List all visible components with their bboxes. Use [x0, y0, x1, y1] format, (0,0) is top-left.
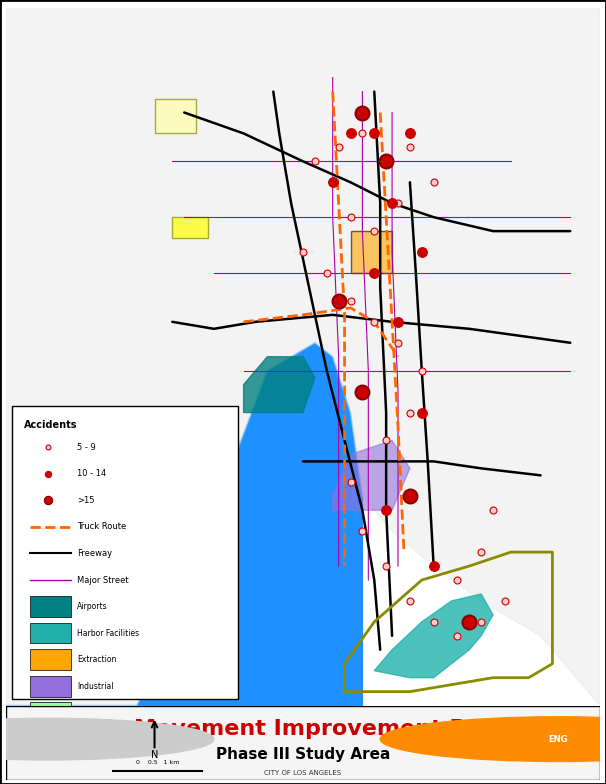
Polygon shape [172, 217, 208, 238]
Text: Accidents: Accidents [24, 419, 78, 430]
Polygon shape [155, 99, 196, 133]
Text: N: N [151, 750, 158, 760]
Text: Freeway: Freeway [78, 549, 113, 558]
FancyBboxPatch shape [6, 706, 600, 780]
Circle shape [0, 718, 214, 760]
Polygon shape [333, 441, 410, 510]
Polygon shape [375, 594, 493, 677]
FancyBboxPatch shape [12, 405, 238, 699]
Text: Phase III Study Area: Phase III Study Area [216, 746, 390, 761]
Text: Transportation and Utilities: Transportation and Utilities [78, 708, 182, 717]
Text: Extraction: Extraction [78, 655, 117, 664]
Circle shape [380, 717, 606, 761]
FancyBboxPatch shape [30, 676, 72, 696]
Text: CITY OF LOS ANGELES: CITY OF LOS ANGELES [264, 770, 342, 775]
Polygon shape [6, 343, 362, 706]
Text: Shopping Centers: Shopping Centers [78, 735, 145, 743]
FancyBboxPatch shape [30, 622, 72, 644]
Polygon shape [350, 231, 392, 273]
FancyBboxPatch shape [30, 596, 72, 617]
Text: 5 - 9: 5 - 9 [78, 443, 96, 452]
Text: Industrial: Industrial [78, 681, 114, 691]
Text: 0    0.5   1 km: 0 0.5 1 km [136, 760, 179, 764]
Polygon shape [244, 357, 315, 412]
Text: Harbor Facilities: Harbor Facilities [78, 629, 139, 637]
Text: Airports: Airports [78, 602, 108, 611]
Text: Pacific
Ocean: Pacific Ocean [54, 441, 125, 482]
FancyBboxPatch shape [30, 649, 72, 670]
FancyBboxPatch shape [30, 728, 72, 750]
Text: >15: >15 [78, 496, 95, 505]
FancyBboxPatch shape [30, 755, 72, 776]
Text: Truck Route: Truck Route [78, 522, 127, 532]
FancyBboxPatch shape [30, 782, 72, 784]
Text: Colleges: Colleges [78, 761, 110, 770]
FancyBboxPatch shape [30, 702, 72, 723]
Text: Goods Movement Improvement Program: Goods Movement Improvement Program [48, 720, 558, 739]
Text: ENG: ENG [548, 735, 568, 743]
Polygon shape [6, 8, 600, 706]
Text: 10 - 14: 10 - 14 [78, 470, 107, 478]
Text: Major Street: Major Street [78, 575, 129, 585]
